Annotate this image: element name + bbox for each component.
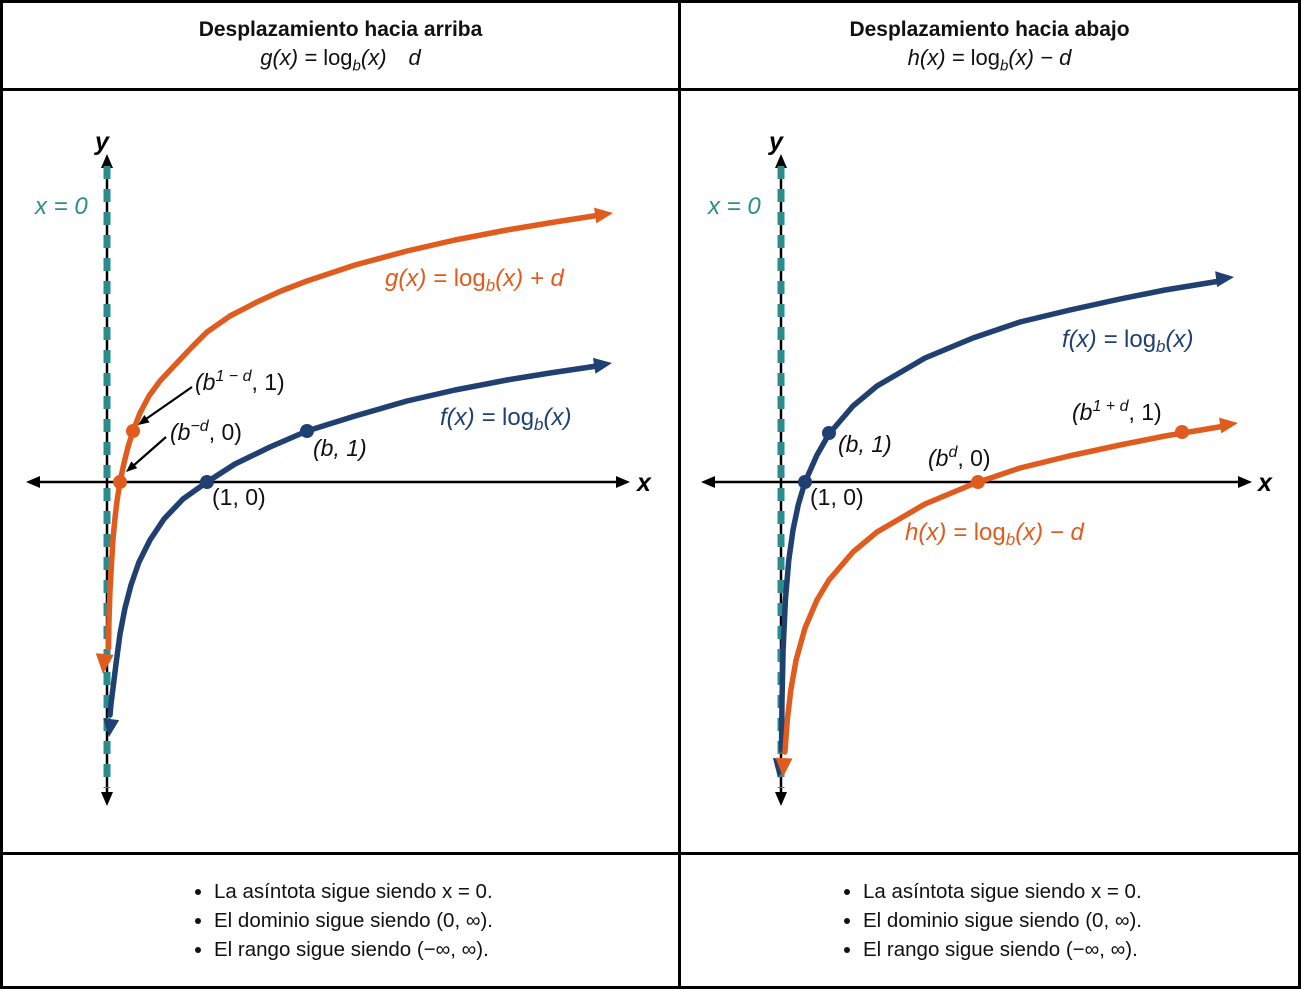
f-curve-label: f(x) = logb(x)	[1062, 326, 1194, 356]
point-dot-g2	[113, 475, 127, 489]
note-asymptote: La asíntota sigue siendo x = 0.	[214, 877, 493, 906]
x-axis-right-arrow	[616, 476, 630, 488]
y-axis-bottom-arrow	[775, 792, 787, 806]
formula-post: (x) d	[360, 45, 421, 71]
point-dot-f1	[200, 475, 214, 489]
asymptote-label: x = 0	[707, 193, 761, 220]
x-axis-right-arrow	[1238, 476, 1252, 488]
f-curve-arrow	[1215, 271, 1234, 288]
formula-pre: h(x) =	[907, 45, 971, 71]
leader-arrow-p1	[145, 386, 193, 420]
h-curve-bottom-arrow	[775, 757, 793, 777]
graph-shift-up: x y x = 0	[26, 128, 652, 806]
notes-cell-right: La asíntota sigue siendo x = 0. El domin…	[681, 855, 1298, 986]
formula-base: b	[352, 57, 361, 75]
leader-arrow-p1-head	[138, 415, 150, 425]
point-label-b-1: (b, 1)	[313, 435, 367, 461]
f-curve-arrow	[592, 357, 612, 374]
x-axis-left-arrow	[701, 476, 715, 488]
formula-post: (x) − d	[1008, 45, 1072, 71]
g-curve-bottom-arrow	[95, 653, 114, 674]
y-axis-label: y	[93, 128, 110, 156]
header-shift-down: Desplazamiento hacia abajo h(x) = logb(x…	[681, 3, 1298, 88]
point-label-b1md-1: (b1 − d, 1)	[195, 368, 285, 395]
formula-pre: g(x) =	[260, 45, 324, 71]
point-label-bd-0: (bd, 0)	[928, 444, 991, 471]
panel-title-left: Desplazamiento hacia arriba	[198, 18, 483, 42]
f-curve-label: f(x) = logb(x)	[440, 404, 572, 434]
note-domain: El dominio sigue siendo (0, ∞).	[863, 906, 1142, 935]
point-label-b1pd-1: (b1 + d, 1)	[1072, 398, 1162, 425]
point-dot-h2	[1175, 425, 1189, 439]
x-axis-left-arrow	[26, 476, 40, 488]
h-curve	[782, 423, 1228, 755]
f-curve	[107, 363, 600, 718]
point-dot-h1	[971, 475, 985, 489]
g-curve-label: g(x) = logb(x) + d	[385, 265, 565, 295]
y-axis-top-arrow	[101, 154, 113, 168]
formula-log: log	[323, 45, 353, 71]
note-domain: El dominio sigue siendo (0, ∞).	[214, 906, 493, 935]
note-range: El rango sigue siendo (−∞, ∞).	[214, 935, 493, 964]
formula-log: log	[970, 45, 1000, 71]
point-dot-f2	[300, 424, 314, 438]
point-label-bmd-0: (b−d, 0)	[170, 418, 242, 445]
panel-title-right: Desplazamiento hacia abajo	[849, 18, 1130, 42]
formula-base: b	[1000, 57, 1009, 75]
x-axis-label: x	[1256, 469, 1273, 497]
graph-cell-left: x y x = 0	[3, 91, 681, 852]
graph-row: x y x = 0	[3, 91, 1298, 855]
g-curve-arrow	[594, 207, 613, 224]
point-label-b-1: (b, 1)	[838, 431, 892, 457]
x-axis-label: x	[635, 469, 652, 497]
notes-list-left: La asíntota sigue siendo x = 0. El domin…	[188, 877, 493, 964]
graph-shift-down: x y x = 0	[701, 128, 1273, 806]
notes-list-right: La asíntota sigue siendo x = 0. El domin…	[837, 877, 1142, 964]
notes-cell-left: La asíntota sigue siendo x = 0. El domin…	[3, 855, 681, 986]
y-axis-top-arrow	[775, 154, 787, 168]
notes-row: La asíntota sigue siendo x = 0. El domin…	[3, 855, 1298, 986]
leader-arrow-p2	[132, 436, 167, 467]
y-axis-bottom-arrow	[101, 792, 113, 806]
point-label-1-0: (1, 0)	[212, 484, 266, 510]
point-dot-f2	[822, 426, 836, 440]
asymptote-label: x = 0	[34, 193, 88, 220]
g-curve	[105, 212, 603, 651]
note-range: El rango sigue siendo (−∞, ∞).	[863, 935, 1142, 964]
note-asymptote: La asíntota sigue siendo x = 0.	[863, 877, 1142, 906]
graph-cell-right: x y x = 0	[681, 91, 1298, 852]
point-dot-g1	[126, 424, 140, 438]
h-curve-arrow	[1219, 417, 1238, 434]
point-dot-f1	[798, 475, 812, 489]
leader-arrow-p2-head	[126, 461, 138, 472]
panel-formula-left: g(x) = logb(x) d	[260, 45, 421, 74]
h-curve-label: h(x) = logb(x) − d	[905, 519, 1085, 549]
header-shift-up: Desplazamiento hacia arriba g(x) = logb(…	[3, 3, 681, 88]
f-curve-bottom-arrow	[103, 718, 120, 737]
point-label-1-0: (1, 0)	[810, 484, 864, 510]
panel-formula-right: h(x) = logb(x) − d	[908, 45, 1072, 74]
header-row: Desplazamiento hacia arriba g(x) = logb(…	[3, 3, 1298, 91]
y-axis-label: y	[767, 128, 784, 156]
